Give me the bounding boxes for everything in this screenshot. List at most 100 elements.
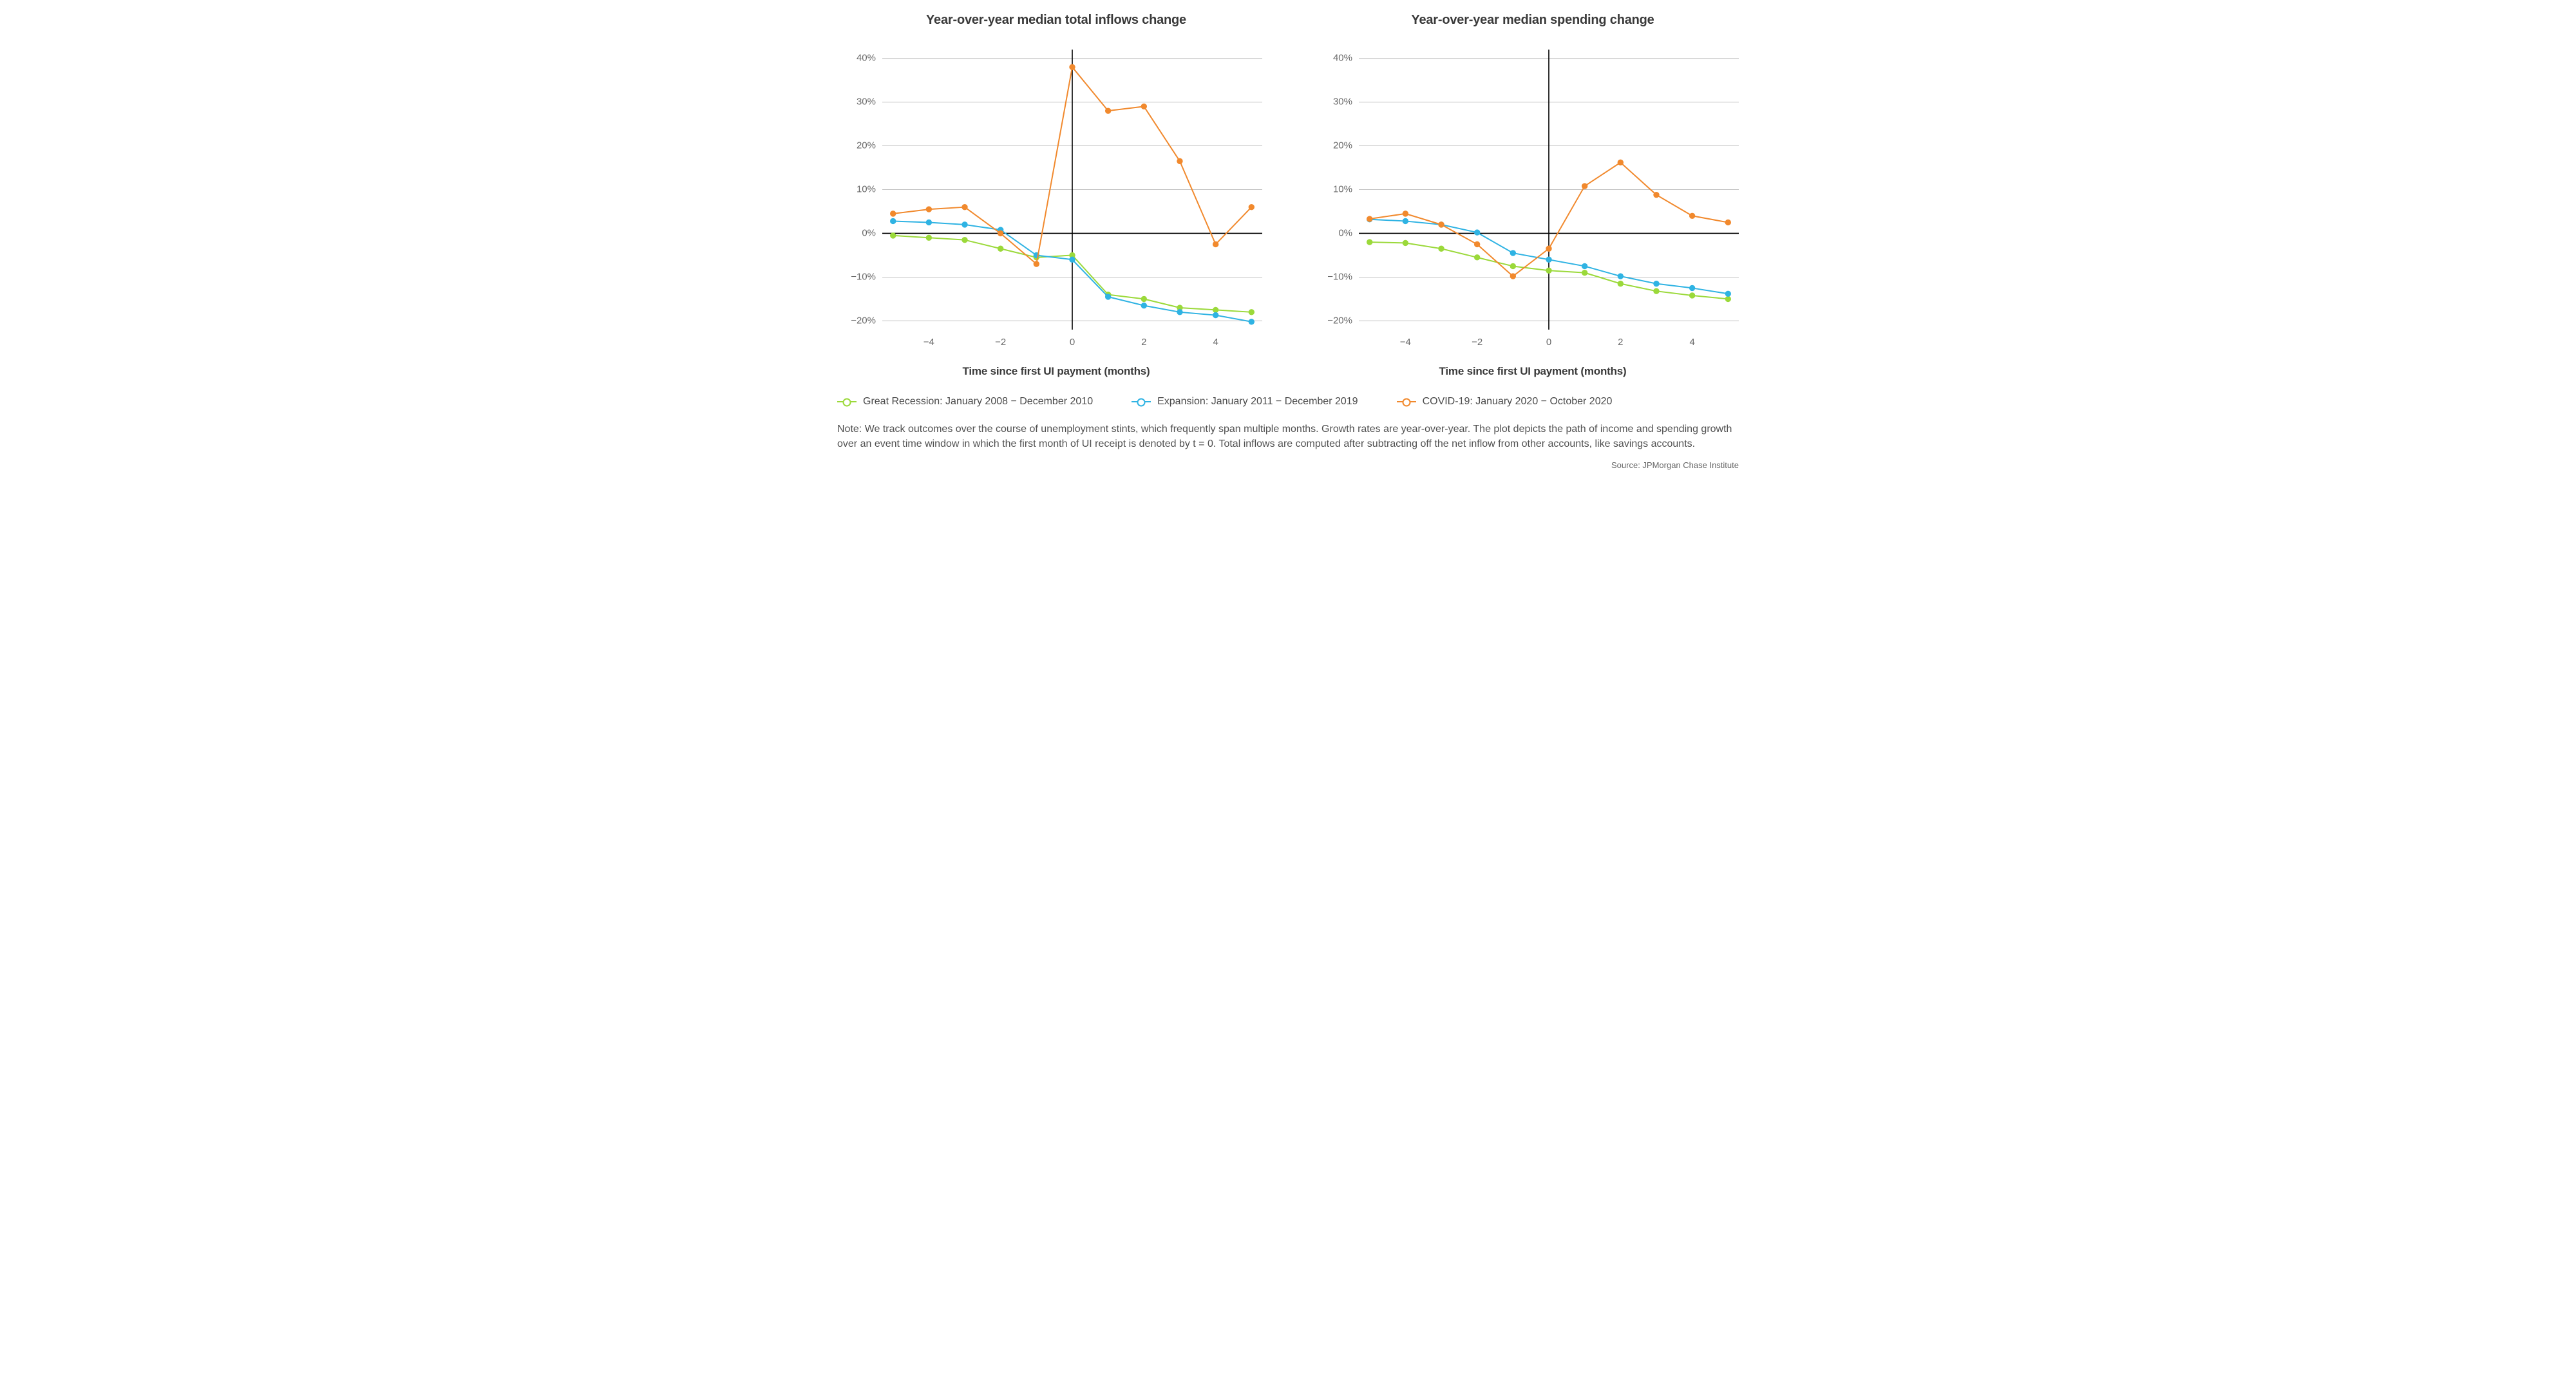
charts-row: Year-over-year median total inflows chan… xyxy=(837,13,1739,378)
legend-label-expansion: Expansion: January 2011 − December 2019 xyxy=(1157,396,1358,408)
x-tick-label: −2 xyxy=(1472,337,1482,348)
series-marker-expansion xyxy=(1213,312,1218,317)
legend-item-expansion: Expansion: January 2011 − December 2019 xyxy=(1132,396,1358,408)
series-marker-great_recession xyxy=(1403,240,1408,245)
series-marker-great_recession xyxy=(1689,293,1694,298)
spending-chart-svg: −20%−10%0%10%20%30%40%−4−2024 xyxy=(1314,37,1752,359)
series-marker-expansion xyxy=(926,220,931,225)
x-tick-label: −4 xyxy=(1400,337,1411,348)
series-marker-covid xyxy=(890,211,895,216)
series-marker-covid xyxy=(1439,222,1444,227)
series-marker-expansion xyxy=(962,222,967,227)
series-marker-great_recession xyxy=(1510,263,1515,268)
y-tick-label: 10% xyxy=(857,183,876,194)
series-marker-expansion xyxy=(1689,285,1694,290)
x-tick-label: 4 xyxy=(1689,337,1694,348)
legend-label-great_recession: Great Recession: January 2008 − December… xyxy=(863,396,1093,408)
series-marker-great_recession xyxy=(1582,270,1587,275)
series-marker-covid xyxy=(1582,183,1587,189)
series-marker-covid xyxy=(1618,160,1623,165)
series-marker-expansion xyxy=(1546,257,1551,262)
y-tick-label: 40% xyxy=(857,53,876,64)
series-marker-great_recession xyxy=(962,237,967,242)
y-tick-label: 30% xyxy=(857,97,876,108)
series-marker-covid xyxy=(1403,211,1408,216)
y-tick-label: 20% xyxy=(857,140,876,151)
series-marker-covid xyxy=(1546,246,1551,251)
inflows-chart-title: Year-over-year median total inflows chan… xyxy=(926,13,1186,28)
series-marker-covid xyxy=(962,204,967,209)
inflows-chart-block: Year-over-year median total inflows chan… xyxy=(837,13,1275,378)
series-marker-expansion xyxy=(1474,230,1479,235)
y-tick-label: 30% xyxy=(1333,97,1352,108)
series-marker-great_recession xyxy=(1474,255,1479,260)
series-marker-great_recession xyxy=(1546,268,1551,273)
series-marker-great_recession xyxy=(1141,296,1146,301)
legend-item-great_recession: Great Recession: January 2008 − December… xyxy=(837,396,1093,408)
series-marker-covid xyxy=(1034,261,1039,267)
series-marker-covid xyxy=(1105,108,1110,113)
series-marker-great_recession xyxy=(1725,296,1730,301)
x-tick-label: 4 xyxy=(1213,337,1218,348)
x-tick-label: −4 xyxy=(923,337,934,348)
legend-swatch-great_recession xyxy=(837,401,857,402)
series-marker-great_recession xyxy=(926,235,931,240)
figure-note: Note: We track outcomes over the course … xyxy=(837,422,1739,451)
y-tick-label: 20% xyxy=(1333,140,1352,151)
x-tick-label: 2 xyxy=(1618,337,1623,348)
series-marker-great_recession xyxy=(1367,239,1372,245)
series-marker-covid xyxy=(1689,213,1694,218)
series-marker-great_recession xyxy=(1249,310,1254,315)
series-marker-expansion xyxy=(1105,294,1110,299)
series-marker-great_recession xyxy=(1213,307,1218,312)
series-marker-covid xyxy=(926,207,931,212)
inflows-chart-svg: −20% −10% 0% 10% 20% 30% 40% −4 −2 0 2 4 xyxy=(837,37,1275,359)
y-tick-label: 40% xyxy=(1333,53,1352,64)
legend-item-covid: COVID-19: January 2020 − October 2020 xyxy=(1397,396,1613,408)
y-tick-label: 10% xyxy=(1333,183,1352,194)
series-marker-expansion xyxy=(1618,274,1623,279)
spending-chart-block: Year-over-year median spending change −2… xyxy=(1314,13,1752,378)
series-marker-expansion xyxy=(1177,310,1182,315)
series-marker-covid xyxy=(1249,204,1254,209)
series-marker-great_recession xyxy=(998,246,1003,251)
series-marker-covid xyxy=(1474,241,1479,247)
series-marker-covid xyxy=(1213,241,1218,247)
inflows-x-axis-label: Time since first UI payment (months) xyxy=(963,365,1150,378)
y-tick-label: 0% xyxy=(1338,227,1352,238)
series-marker-expansion xyxy=(890,218,895,223)
series-marker-covid xyxy=(1367,216,1372,221)
figure-source: Source: JPMorgan Chase Institute xyxy=(837,460,1739,470)
series-marker-covid xyxy=(1070,64,1075,70)
figure-container: Year-over-year median total inflows chan… xyxy=(818,0,1758,489)
series-marker-expansion xyxy=(1070,257,1075,262)
series-marker-covid xyxy=(1654,192,1659,197)
spending-x-axis-label: Time since first UI payment (months) xyxy=(1439,365,1627,378)
series-marker-covid xyxy=(1177,158,1182,164)
series-marker-expansion xyxy=(1582,263,1587,268)
legend-swatch-expansion xyxy=(1132,401,1151,402)
y-tick-label: 0% xyxy=(862,227,876,238)
series-marker-expansion xyxy=(1141,303,1146,308)
series-marker-expansion xyxy=(1654,281,1659,286)
series-marker-expansion xyxy=(1725,291,1730,296)
legend-label-covid: COVID-19: January 2020 − October 2020 xyxy=(1423,396,1613,408)
series-marker-covid xyxy=(1725,220,1730,225)
legend: Great Recession: January 2008 − December… xyxy=(837,396,1739,408)
series-marker-expansion xyxy=(1249,319,1254,324)
x-tick-label: −2 xyxy=(995,337,1006,348)
series-marker-expansion xyxy=(1403,218,1408,223)
series-marker-covid xyxy=(1510,274,1515,279)
series-marker-great_recession xyxy=(1654,288,1659,294)
y-tick-label: −20% xyxy=(851,315,876,326)
y-tick-label: −10% xyxy=(1327,271,1352,282)
x-tick-label: 0 xyxy=(1070,337,1075,348)
series-marker-great_recession xyxy=(1618,281,1623,286)
series-marker-great_recession xyxy=(890,233,895,238)
series-marker-expansion xyxy=(1510,250,1515,256)
y-tick-label: −10% xyxy=(851,271,876,282)
x-tick-label: 2 xyxy=(1141,337,1146,348)
x-tick-label: 0 xyxy=(1546,337,1551,348)
spending-chart-title: Year-over-year median spending change xyxy=(1411,13,1654,28)
series-marker-covid xyxy=(998,230,1003,236)
